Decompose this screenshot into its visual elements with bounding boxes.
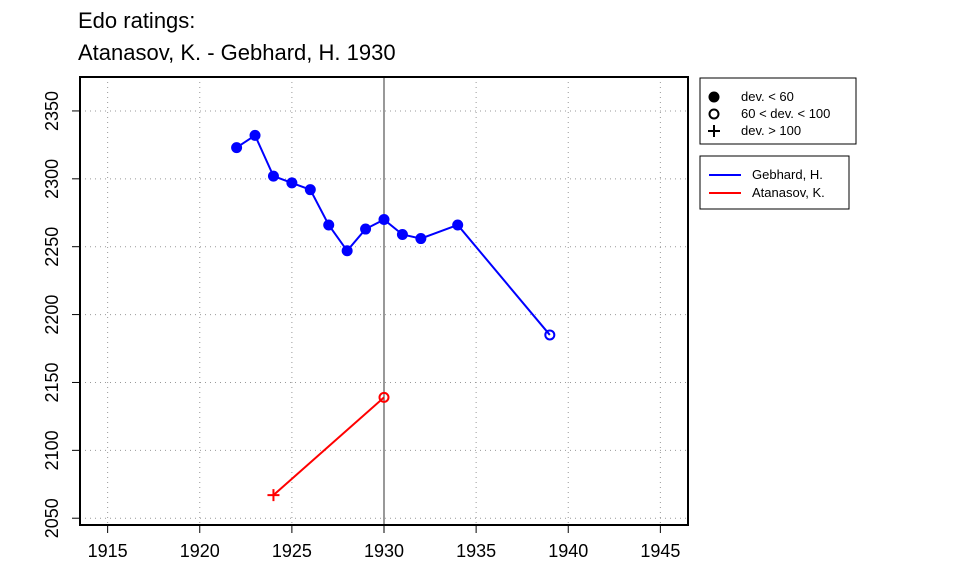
legend-deviation-label: dev. > 100 — [741, 123, 801, 138]
series-line — [272, 396, 385, 496]
data-point-plus — [708, 125, 720, 137]
data-point-filled — [323, 219, 335, 231]
series-line — [236, 133, 551, 336]
legend-series-box — [699, 155, 850, 210]
data-point-filled — [267, 170, 279, 182]
legend-deviation-label: 60 < dev. < 100 — [741, 106, 830, 121]
x-tick-label: 1930 — [364, 541, 404, 561]
legend-deviation-box — [699, 77, 857, 145]
data-point-filled — [396, 228, 408, 240]
y-tick-label: 2200 — [42, 295, 62, 335]
data-point-open — [708, 108, 720, 120]
x-tick-label: 1925 — [272, 541, 312, 561]
legend-deviation-label: dev. < 60 — [741, 89, 794, 104]
y-tick-label: 2100 — [42, 430, 62, 470]
legend-series-label: Gebhard, H. — [752, 167, 823, 182]
y-tick-label: 2250 — [42, 227, 62, 267]
x-tick-label: 1915 — [88, 541, 128, 561]
data-point-plus — [267, 489, 280, 502]
x-tick-label: 1920 — [180, 541, 220, 561]
chart-title-line2: Atanasov, K. - Gebhard, H. 1930 — [78, 40, 396, 65]
y-tick-label: 2050 — [42, 498, 62, 538]
data-point-filled — [360, 223, 372, 235]
data-point-filled — [415, 233, 427, 245]
x-tick-label: 1935 — [456, 541, 496, 561]
chart-title-line1: Edo ratings: — [78, 8, 196, 33]
x-tick-label: 1940 — [548, 541, 588, 561]
data-point-filled — [452, 219, 464, 231]
data-point-open — [378, 391, 390, 403]
data-point-open — [544, 329, 556, 341]
y-tick-label: 2300 — [42, 159, 62, 199]
data-point-filled — [378, 214, 390, 226]
data-point-filled — [304, 184, 316, 196]
data-point-filled — [708, 91, 720, 103]
data-point-filled — [231, 142, 243, 154]
y-tick-label: 2350 — [42, 91, 62, 131]
data-point-filled — [286, 177, 298, 189]
y-tick-label: 2150 — [42, 362, 62, 402]
data-point-filled — [249, 129, 261, 141]
data-point-filled — [341, 245, 353, 257]
x-tick-label: 1945 — [640, 541, 680, 561]
legend-series-label: Atanasov, K. — [752, 185, 825, 200]
